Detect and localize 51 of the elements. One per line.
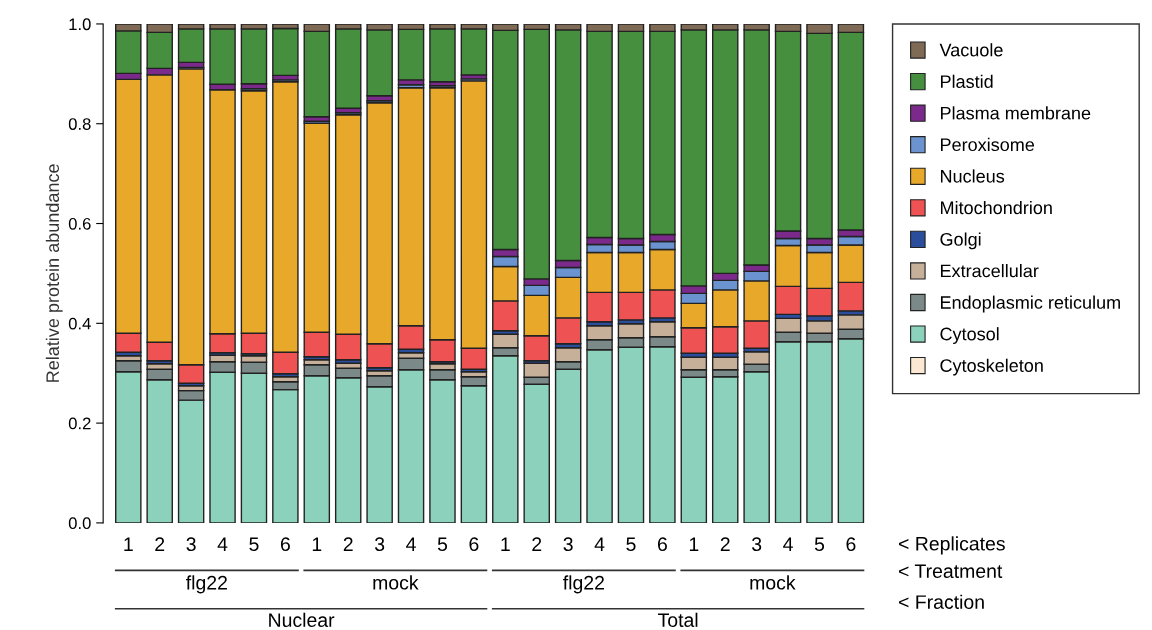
x-tick-label: 5 bbox=[249, 537, 259, 552]
x-tick-label: 4 bbox=[594, 537, 605, 551]
legend-label: Cytoskeleton bbox=[940, 358, 1043, 376]
x-tick-label: 3 bbox=[186, 537, 196, 552]
legend-label: Cytosol bbox=[940, 327, 999, 344]
y-tick-label: 0.0 bbox=[68, 517, 91, 530]
x-tick-label: 2 bbox=[720, 537, 730, 551]
legend-label: Extracellular bbox=[941, 264, 1039, 278]
x-tick-label: 6 bbox=[657, 537, 667, 552]
x-tick-label: 4 bbox=[217, 537, 228, 551]
text: mock bbox=[750, 575, 796, 590]
text: Total bbox=[658, 612, 698, 627]
y-tick-label: 0.8 bbox=[68, 118, 91, 130]
y-tick-label: 1.0 bbox=[69, 18, 91, 31]
x-tick-label: 2 bbox=[343, 537, 353, 551]
x-tick-label: 2 bbox=[532, 537, 542, 551]
x-tick-label: 3 bbox=[751, 537, 762, 552]
y-tick-label: 0.4 bbox=[68, 317, 91, 330]
y-tick-label: 0.6 bbox=[68, 217, 91, 230]
text: < Treatment bbox=[899, 564, 1003, 579]
x-tick-label: 5 bbox=[626, 537, 636, 552]
text: flg22 bbox=[186, 575, 227, 594]
x-tick-label: 1 bbox=[124, 537, 133, 551]
x-tick-label: 1 bbox=[501, 537, 510, 551]
x-tick-label: 1 bbox=[689, 537, 699, 551]
text: < Fraction bbox=[899, 594, 984, 609]
text: < Replicates bbox=[899, 536, 1005, 555]
y-tick-label: 0.2 bbox=[68, 417, 91, 430]
x-tick-label: 3 bbox=[374, 537, 385, 552]
legend-label: Plastid bbox=[941, 74, 993, 88]
legend-label: Nucleus bbox=[941, 169, 1005, 183]
x-tick-label: 2 bbox=[155, 537, 165, 551]
legend-label: Peroxisome bbox=[941, 137, 1035, 152]
legend-label: Plasma membrane bbox=[941, 106, 1091, 120]
x-tick-label: 5 bbox=[814, 537, 825, 552]
x-tick-label: 6 bbox=[280, 537, 290, 552]
x-tick-label: 6 bbox=[469, 537, 479, 552]
x-tick-label: 4 bbox=[406, 537, 416, 551]
x-tick-label: 3 bbox=[563, 537, 573, 552]
y-axis-title: Relative protein abundance bbox=[45, 164, 63, 382]
text: flg22 bbox=[563, 575, 604, 594]
legend-label: Endoplasmic reticulum bbox=[941, 295, 1120, 313]
legend-label: Vacuole bbox=[939, 43, 1003, 57]
x-tick-label: 1 bbox=[312, 537, 322, 551]
text: mock bbox=[373, 575, 419, 590]
legend-label: Golgi bbox=[940, 232, 981, 250]
text: Nuclear bbox=[269, 612, 335, 627]
x-tick-label: 5 bbox=[437, 537, 448, 552]
x-tick-label: 6 bbox=[846, 537, 856, 552]
x-tick-label: 4 bbox=[783, 537, 793, 551]
legend-label: Mitochondrion bbox=[941, 200, 1052, 215]
